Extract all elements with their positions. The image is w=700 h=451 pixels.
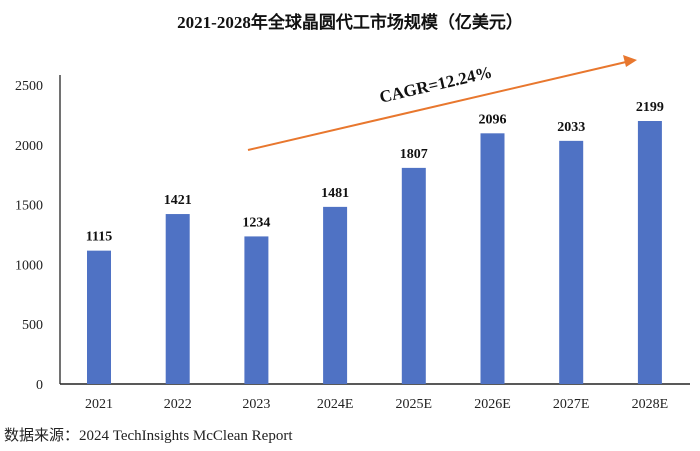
- cagr-label: CAGR=12.24%: [378, 62, 494, 106]
- bar-2025E: [401, 167, 426, 384]
- y-tick-label: 2000: [15, 139, 43, 154]
- bar-2026E: [480, 133, 505, 384]
- bar-2024E: [323, 206, 348, 384]
- x-tick-label: 2021: [85, 397, 113, 412]
- y-tick-label: 2500: [15, 79, 43, 94]
- y-tick-label: 1500: [15, 199, 43, 214]
- data-label: 1115: [86, 230, 112, 245]
- y-tick-label: 500: [22, 318, 43, 333]
- data-label: 2096: [479, 112, 507, 127]
- bar-2027E: [559, 140, 584, 384]
- bar-2021: [87, 250, 111, 384]
- x-tick-label: 2024E: [317, 397, 354, 412]
- data-label: 2199: [636, 100, 664, 115]
- data-label: 1234: [242, 215, 270, 230]
- source-note: 数据来源：2024 TechInsights McClean Report: [4, 428, 293, 444]
- data-label: 1421: [164, 193, 192, 208]
- y-tick-label: 0: [36, 378, 43, 393]
- cagr-arrow-line: [247, 61, 627, 151]
- x-tick-label: 2023: [242, 397, 270, 412]
- x-tick-label: 2022: [164, 397, 192, 412]
- x-tick-label: 2026E: [474, 397, 511, 412]
- x-tick-label: 2028E: [632, 397, 669, 412]
- bar-2028E: [637, 120, 662, 384]
- x-tick-label: 2025E: [396, 397, 433, 412]
- data-label: 2033: [557, 120, 585, 135]
- x-tick-label: 2027E: [553, 397, 590, 412]
- data-label: 1481: [321, 186, 349, 201]
- bar-2022: [165, 214, 190, 384]
- cagr-arrowhead-icon: [623, 55, 637, 67]
- bar-2023: [244, 236, 269, 384]
- data-label: 1807: [400, 147, 428, 162]
- y-tick-label: 1000: [15, 258, 43, 273]
- chart-title: 2021-2028年全球晶圆代工市场规模（亿美元）: [177, 13, 523, 32]
